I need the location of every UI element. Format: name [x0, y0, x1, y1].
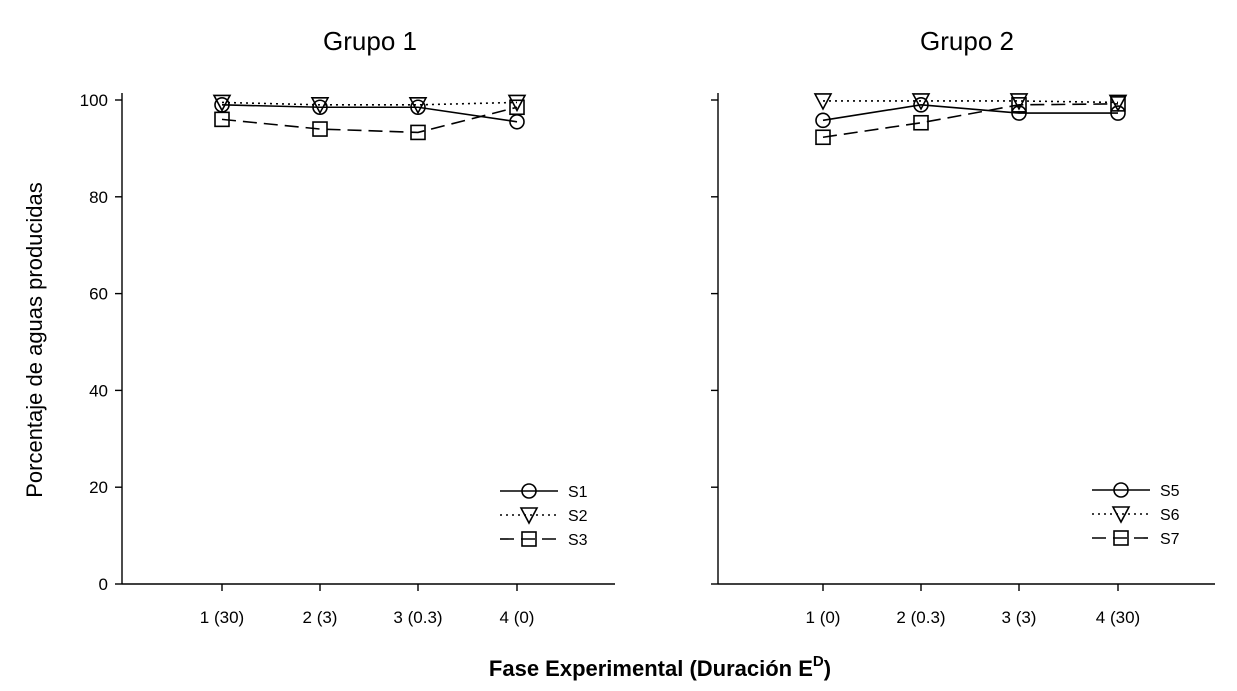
chart-panel-2: Grupo 2 1 (0) 2 (0.3) 3 (3) 4 (30) S5 S6 S7 — [711, 26, 1215, 627]
data-point — [312, 121, 328, 137]
legend-marker — [521, 531, 537, 547]
legend-label: S2 — [568, 508, 588, 525]
x-tick-label: 2 (0.3) — [896, 608, 945, 627]
legend-marker — [519, 507, 539, 525]
x-tick-label: 3 (0.3) — [393, 608, 442, 627]
data-point — [1108, 94, 1128, 113]
data-point — [913, 114, 929, 131]
data-point — [212, 94, 232, 113]
y-tick-label: 40 — [89, 381, 108, 400]
data-point — [509, 99, 525, 116]
x-tick-label: 1 (0) — [806, 608, 841, 627]
series-s5 — [815, 97, 1126, 129]
y-tick-label: 80 — [89, 188, 108, 207]
legend-label: S3 — [568, 532, 588, 549]
x-axis-label: Fase Experimental (Duración ED) — [489, 653, 831, 681]
series-line — [822, 103, 1119, 139]
x-tick-label: 3 (3) — [1002, 608, 1037, 627]
legend: S1 S2 S3 — [500, 483, 588, 549]
series-line — [822, 104, 1118, 122]
series-line — [221, 104, 518, 123]
data-point — [1110, 105, 1126, 121]
series-s3 — [214, 99, 525, 141]
legend-label: S6 — [1160, 507, 1180, 524]
data-point — [1110, 96, 1126, 112]
data-point — [1009, 93, 1029, 111]
legend-marker — [1111, 506, 1131, 524]
legend-label: S1 — [568, 484, 588, 501]
panel-title: Grupo 2 — [920, 26, 1014, 56]
series-line — [823, 100, 1119, 104]
data-point — [815, 129, 831, 146]
series-s2 — [212, 94, 527, 115]
x-tick-label: 2 (3) — [303, 608, 338, 627]
legend-marker — [521, 483, 537, 499]
data-point — [410, 124, 426, 141]
data-point — [813, 93, 833, 111]
data-point — [214, 111, 230, 128]
series-line — [221, 101, 518, 106]
legend-label: S7 — [1160, 531, 1180, 548]
data-point — [815, 112, 831, 129]
y-tick-label: 0 — [99, 575, 108, 594]
data-point — [911, 93, 931, 111]
data-point — [408, 97, 428, 115]
legend-marker — [1113, 482, 1129, 498]
data-point — [310, 97, 330, 115]
y-tick-label: 100 — [80, 91, 108, 110]
data-point — [913, 97, 929, 113]
y-axis-label: Porcentaje de aguas producidas — [22, 182, 47, 498]
data-point — [1011, 105, 1027, 121]
chart-panel-1: Grupo 1 0 20 40 60 80 100 1 (30) 2 (3) 3 (0.3) 4 (… — [80, 26, 615, 627]
series-s1 — [214, 97, 525, 130]
series-s6 — [813, 93, 1128, 113]
x-tick-label: 1 (30) — [200, 608, 244, 627]
series-s7 — [815, 96, 1126, 146]
legend-marker — [1113, 530, 1129, 546]
y-tick-label: 60 — [89, 285, 108, 304]
data-point — [507, 94, 527, 113]
x-tick-label: 4 (30) — [1096, 608, 1140, 627]
series-line — [221, 106, 518, 134]
legend: S5 S6 S7 — [1092, 482, 1180, 548]
legend-label: S5 — [1160, 483, 1180, 500]
x-tick-label: 4 (0) — [500, 608, 535, 627]
data-point — [1011, 97, 1027, 113]
panel-title: Grupo 1 — [323, 26, 417, 56]
y-tick-label: 20 — [89, 478, 108, 497]
